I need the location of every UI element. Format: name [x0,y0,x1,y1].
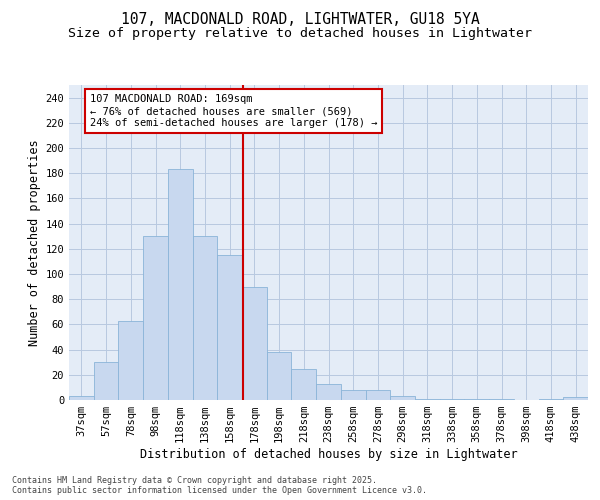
Bar [415,398,440,400]
Text: Contains HM Land Registry data © Crown copyright and database right 2025.
Contai: Contains HM Land Registry data © Crown c… [12,476,427,495]
Bar [193,236,217,400]
Bar [94,362,118,400]
Text: 107 MACDONALD ROAD: 169sqm
← 76% of detached houses are smaller (569)
24% of sem: 107 MACDONALD ROAD: 169sqm ← 76% of deta… [90,94,377,128]
Bar [464,398,489,400]
X-axis label: Distribution of detached houses by size in Lightwater: Distribution of detached houses by size … [140,448,517,461]
Bar [489,398,514,400]
Bar [341,390,365,400]
Bar [143,236,168,400]
Y-axis label: Number of detached properties: Number of detached properties [28,139,41,346]
Bar [316,384,341,400]
Bar [365,390,390,400]
Bar [217,255,242,400]
Text: 107, MACDONALD ROAD, LIGHTWATER, GU18 5YA: 107, MACDONALD ROAD, LIGHTWATER, GU18 5Y… [121,12,479,28]
Bar [69,396,94,400]
Text: Size of property relative to detached houses in Lightwater: Size of property relative to detached ho… [68,28,532,40]
Bar [539,398,563,400]
Bar [440,398,464,400]
Bar [168,170,193,400]
Bar [267,352,292,400]
Bar [563,398,588,400]
Bar [390,396,415,400]
Bar [242,286,267,400]
Bar [118,320,143,400]
Bar [292,368,316,400]
